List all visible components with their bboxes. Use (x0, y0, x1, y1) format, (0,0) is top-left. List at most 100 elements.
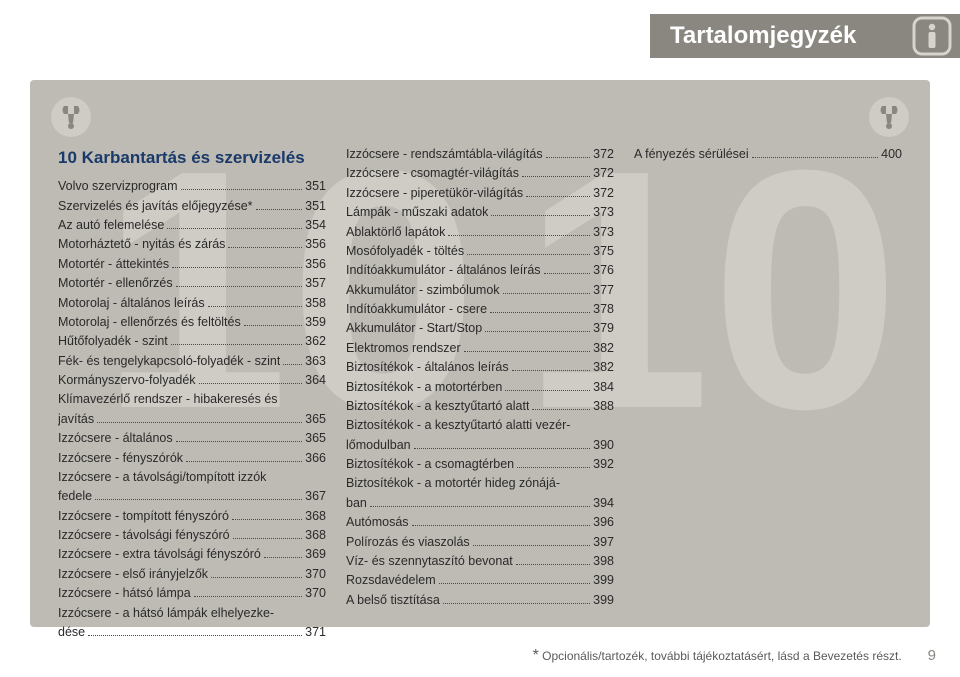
toc-dots (448, 235, 590, 236)
toc-entry: Klímavezérlő rendszer - hibakeresés ésja… (58, 390, 326, 429)
toc-dots (211, 577, 302, 578)
toc-label: Biztosítékok - a motortérben (346, 378, 502, 397)
toc-page: 379 (593, 319, 614, 338)
toc-entry: Ablaktörlő lapátok373 (346, 223, 614, 242)
toc-page: 369 (305, 545, 326, 564)
toc-label: Motortér - áttekintés (58, 255, 169, 274)
toc-entry: Biztosítékok - a motortér hideg zónájá-b… (346, 474, 614, 513)
toc-dots (171, 344, 302, 345)
toc-page: 373 (593, 203, 614, 222)
wrench-icon (868, 96, 910, 138)
toc-entry: Az autó felemelése 354 (58, 216, 326, 235)
asterisk-icon: * (533, 647, 539, 664)
toc-page: 396 (593, 513, 614, 532)
toc-column-1: 10 Karbantartás és szervizelés Volvo sze… (58, 145, 326, 642)
toc-entry: Akkumulátor - szimbólumok377 (346, 281, 614, 300)
toc-entry: Elektromos rendszer 382 (346, 339, 614, 358)
toc-label: Mosófolyadék - töltés (346, 242, 464, 261)
toc-dots (186, 461, 302, 462)
toc-label: Izzócsere - csomagtér-világítás (346, 164, 519, 183)
toc-dots (176, 286, 303, 287)
toc-page: 359 (305, 313, 326, 332)
toc-page: 358 (305, 294, 326, 313)
toc-page: 388 (593, 397, 614, 416)
toc-label: fedele (58, 487, 92, 506)
toc-entry: Autómosás396 (346, 513, 614, 532)
toc-label: Izzócsere - a távolsági/tompított izzók (58, 468, 326, 487)
toc-page: 400 (881, 145, 902, 164)
toc-label: Elektromos rendszer (346, 339, 461, 358)
toc-dots (491, 215, 590, 216)
toc-label: Biztosítékok - a kesztyűtartó alatt (346, 397, 529, 416)
toc-label: Izzócsere - általános (58, 429, 173, 448)
toc-dots (505, 390, 590, 391)
toc-dots (228, 247, 302, 248)
toc-entry: Polírozás és viaszolás397 (346, 533, 614, 552)
toc-label: Indítóakkumulátor - általános leírás (346, 261, 541, 280)
toc-dots (485, 331, 590, 332)
toc-label: Motorolaj - ellenőrzés és feltöltés (58, 313, 241, 332)
toc-label: Az autó felemelése (58, 216, 164, 235)
toc-page: 382 (593, 339, 614, 358)
toc-entry: Indítóakkumulátor - csere378 (346, 300, 614, 319)
toc-page: 384 (593, 378, 614, 397)
toc-entry: Izzócsere - általános365 (58, 429, 326, 448)
toc-label: Izzócsere - fényszórók (58, 449, 183, 468)
toc-entry: A fényezés sérülései400 (634, 145, 902, 164)
toc-entry: Izzócsere - távolsági fényszóró368 (58, 526, 326, 545)
toc-entry: Fék- és tengelykapcsoló-folyadék - szint… (58, 352, 326, 371)
toc-page: 394 (593, 494, 614, 513)
toc-page: 375 (593, 242, 614, 261)
toc-dots (233, 538, 303, 539)
toc-label: A belső tisztítása (346, 591, 440, 610)
toc-label: Hűtőfolyadék - szint (58, 332, 168, 351)
toc-dots (517, 467, 590, 468)
toc-page: 368 (305, 507, 326, 526)
toc-dots (95, 499, 302, 500)
toc-entry: Izzócsere - hátsó lámpa370 (58, 584, 326, 603)
toc-page: 377 (593, 281, 614, 300)
toc-dots (199, 383, 303, 384)
toc-dots (181, 189, 303, 190)
toc-dots (443, 603, 590, 604)
toc-entry: Biztosítékok - a motortérben 384 (346, 378, 614, 397)
toc-entry: A belső tisztítása 399 (346, 591, 614, 610)
toc-dots (414, 448, 591, 449)
toc-dots (516, 564, 590, 565)
toc-label: Volvo szervizprogram (58, 177, 178, 196)
toc-dots (208, 306, 303, 307)
toc-label: Motorolaj - általános leírás (58, 294, 205, 313)
toc-columns: 10 Karbantartás és szervizelés Volvo sze… (58, 145, 902, 642)
toc-entry: Biztosítékok - általános leírás382 (346, 358, 614, 377)
toc-entry: Víz- és szennytaszító bevonat398 (346, 552, 614, 571)
toc-label: Szervizelés és javítás előjegyzése* (58, 197, 253, 216)
toc-label: Lámpák - műszaki adatok (346, 203, 488, 222)
toc-entry: Motortér - áttekintés356 (58, 255, 326, 274)
toc-page: 399 (593, 591, 614, 610)
toc-page: 354 (305, 216, 326, 235)
toc-label: Biztosítékok - általános leírás (346, 358, 509, 377)
toc-dots (473, 545, 590, 546)
toc-label: Kormányszervo-folyadék (58, 371, 196, 390)
toc-dots (176, 441, 303, 442)
toc-entry: Akkumulátor - Start/Stop379 (346, 319, 614, 338)
toc-page: 378 (593, 300, 614, 319)
toc-entry: Motortér - ellenőrzés357 (58, 274, 326, 293)
toc-dots (194, 596, 302, 597)
toc-dots (232, 519, 302, 520)
toc-page: 362 (305, 332, 326, 351)
toc-page: 363 (305, 352, 326, 371)
toc-entry: Izzócsere - rendszámtábla-világítás372 (346, 145, 614, 164)
toc-column-2: Izzócsere - rendszámtábla-világítás372Iz… (346, 145, 614, 642)
toc-label: Ablaktörlő lapátok (346, 223, 445, 242)
toc-page: 392 (593, 455, 614, 474)
toc-label: Polírozás és viaszolás (346, 533, 470, 552)
toc-dots (490, 312, 590, 313)
toc-dots (512, 370, 591, 371)
toc-label: Izzócsere - rendszámtábla-világítás (346, 145, 543, 164)
toc-label: lőmodulban (346, 436, 411, 455)
toc-page: 364 (305, 371, 326, 390)
toc-dots (467, 254, 590, 255)
toc-entry: Izzócsere - csomagtér-világítás372 (346, 164, 614, 183)
toc-page: 356 (305, 235, 326, 254)
